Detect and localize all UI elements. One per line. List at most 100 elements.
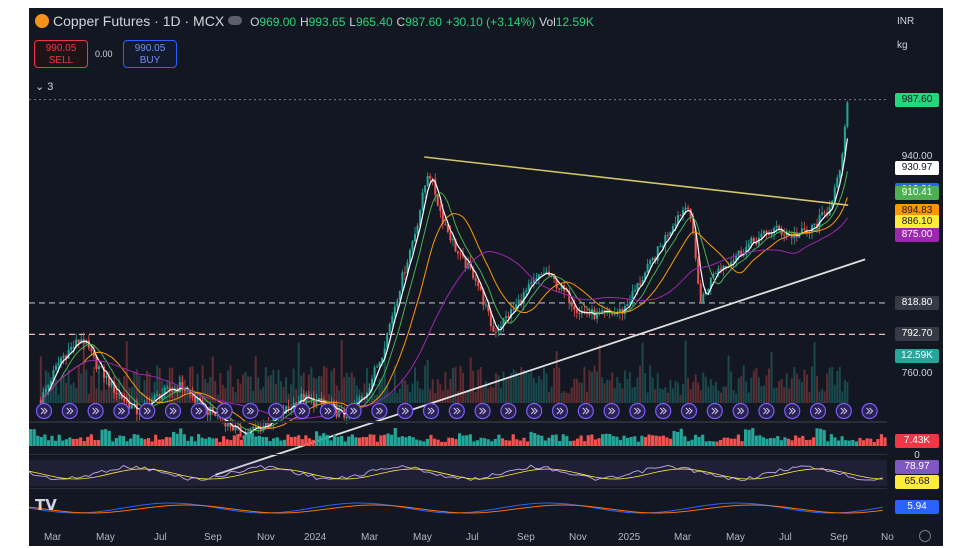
time-axis-label: May: [413, 532, 432, 543]
volume-bar: [115, 382, 118, 403]
volume-bar: [49, 379, 52, 403]
candle-body: [403, 272, 406, 274]
volume-bar: [42, 386, 45, 403]
histogram-bar: [854, 441, 858, 446]
chart-frame: Copper Futures · 1D · MCX O969.00 H993.6…: [29, 8, 943, 546]
candle-body: [497, 328, 500, 332]
histogram-bar: [683, 436, 687, 446]
histogram-bar: [375, 441, 379, 446]
histogram-bar: [440, 441, 444, 446]
histogram-bar: [315, 431, 319, 446]
histogram-bar: [132, 434, 136, 446]
volume-bar: [530, 370, 533, 403]
candle-body: [163, 387, 166, 395]
histogram-bar: [272, 438, 276, 446]
ma-slow-line: [40, 197, 848, 429]
candle-body: [242, 436, 245, 438]
volume-bar: [125, 341, 128, 403]
volume-bar: [545, 373, 548, 403]
volume-bar: [130, 387, 133, 403]
weight-unit[interactable]: kg: [897, 40, 908, 51]
candle-body: [130, 405, 133, 409]
price-tag-5: 886.10: [895, 214, 939, 229]
symbol-title[interactable]: Copper Futures · 1D · MCX: [53, 13, 225, 29]
volume-bar: [821, 389, 824, 403]
volume-bar: [494, 372, 497, 403]
volume-bar: [813, 342, 816, 403]
candle-body: [386, 333, 389, 349]
volume-bar: [816, 375, 819, 403]
histogram-bar: [608, 433, 612, 446]
volume-bar: [360, 392, 363, 403]
histogram-bar: [851, 439, 855, 446]
buy-button[interactable]: 990.05 BUY: [123, 40, 177, 68]
histogram-bar: [71, 439, 76, 446]
volume-bar: [257, 377, 260, 403]
histogram-bar: [368, 434, 372, 446]
candle-body: [525, 290, 528, 293]
histogram-bar: [390, 434, 394, 446]
volume-bar: [669, 379, 672, 403]
candle-body: [773, 228, 776, 234]
volume-bar: [591, 372, 594, 403]
price-tag-7: 818.80: [895, 295, 939, 310]
sell-button[interactable]: 990.05 SELL: [34, 40, 88, 68]
histogram-bar: [415, 439, 419, 446]
histogram-bar: [182, 434, 186, 446]
volume-bar: [411, 383, 414, 403]
volume-bar: [272, 369, 275, 403]
candle-body: [454, 239, 457, 252]
volume-bar: [92, 366, 95, 403]
candle-body: [72, 347, 75, 349]
time-axis-label: 2025: [618, 532, 641, 543]
histogram-bar: [861, 440, 866, 446]
volume-bar: [679, 394, 682, 403]
histogram-bar: [100, 429, 104, 446]
volume-bar: [328, 394, 331, 403]
histogram-bar: [736, 434, 741, 446]
price-chart[interactable]: [29, 8, 943, 546]
candle-body: [383, 348, 386, 358]
event-icon-glyph: [169, 407, 177, 415]
histogram-bar: [708, 440, 712, 446]
candle-body: [762, 231, 765, 234]
volume-bar: [353, 377, 356, 403]
histogram-bar: [139, 438, 143, 446]
volume-bar: [828, 367, 831, 403]
histogram-bar: [157, 439, 161, 446]
indicators-toggle[interactable]: ⌄ 3: [35, 80, 53, 93]
candle-body: [692, 218, 695, 233]
currency-unit[interactable]: INR: [897, 16, 915, 27]
volume-bar: [401, 379, 404, 403]
histogram-bar: [611, 436, 615, 446]
histogram-bar: [450, 437, 455, 446]
candle-body: [259, 426, 262, 431]
histogram-bar: [636, 441, 640, 446]
volume-bar: [467, 389, 470, 403]
gear-icon[interactable]: [919, 530, 931, 542]
candle-body: [171, 390, 174, 392]
candle-body: [416, 225, 419, 234]
volume-bar: [186, 386, 189, 403]
volume-bar: [209, 377, 212, 403]
volume-bar: [459, 365, 462, 403]
volume-bar: [70, 384, 73, 403]
histogram-bar: [815, 428, 819, 446]
volume-bar: [798, 378, 801, 403]
volume-bar: [345, 373, 348, 403]
histogram-bar: [39, 436, 43, 446]
event-icon-glyph: [479, 407, 487, 415]
candle-body: [441, 210, 444, 224]
volume-bar: [188, 366, 191, 403]
volume-bar: [540, 379, 543, 403]
close-label: C: [396, 15, 406, 29]
candle-body: [181, 382, 184, 389]
volume-bar: [267, 376, 270, 403]
candle-body: [487, 304, 490, 312]
volume-bar: [254, 356, 257, 403]
event-icon-glyph: [324, 407, 332, 415]
volume-bar: [608, 380, 611, 403]
eye-icon[interactable]: [228, 16, 243, 25]
volume-bar: [444, 371, 447, 403]
event-icon-glyph: [272, 407, 280, 415]
